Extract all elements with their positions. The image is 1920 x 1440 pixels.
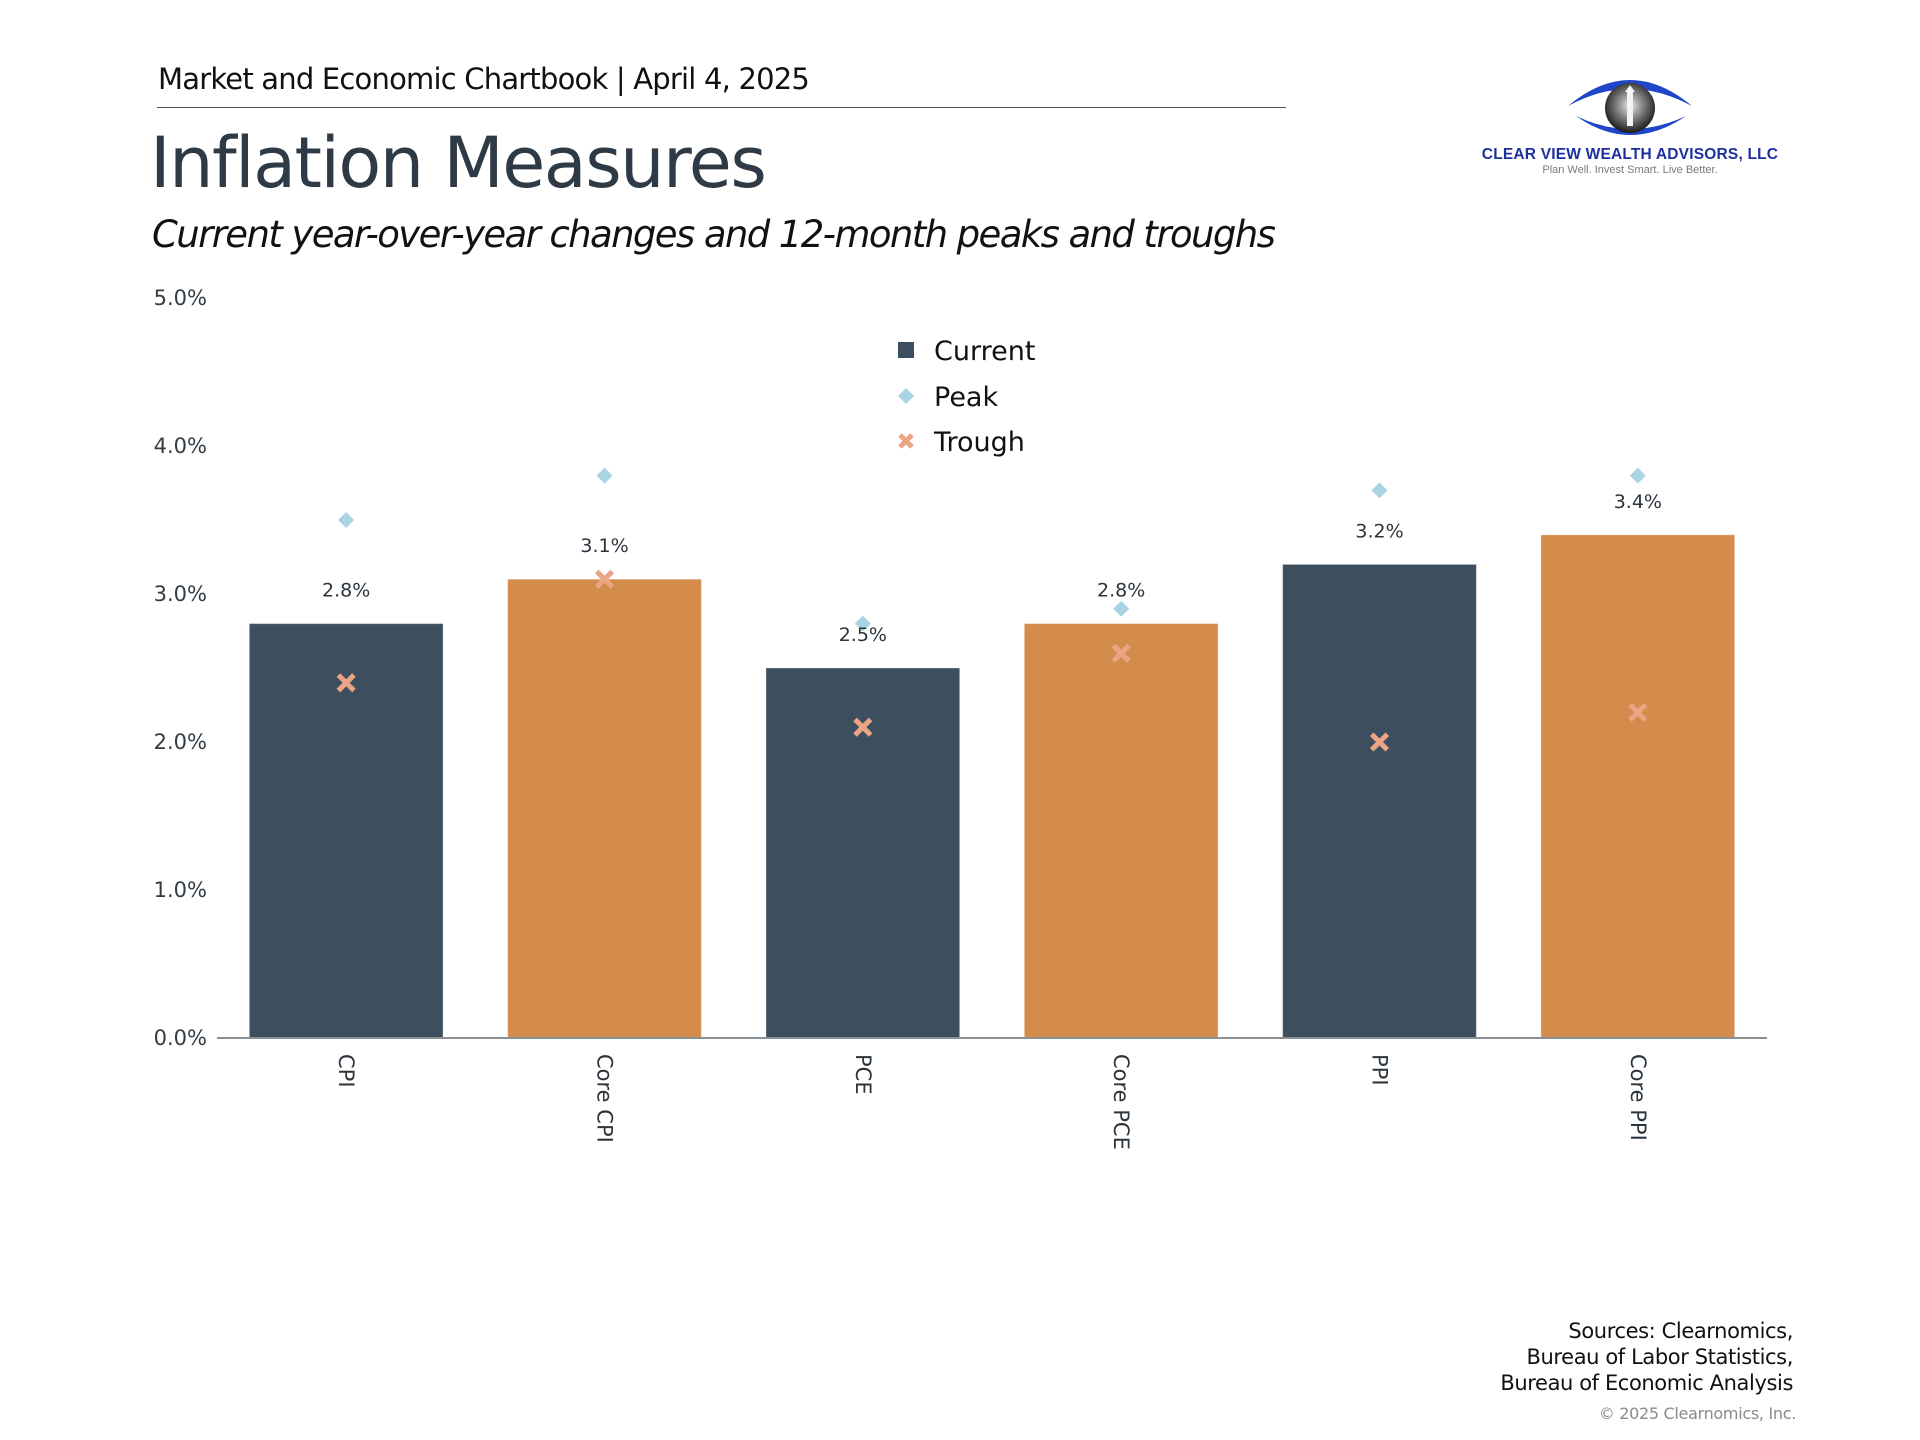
chartbook-header: Market and Economic Chartbook | April 4,…: [158, 62, 810, 96]
y-tick-label: 3.0%: [154, 582, 207, 606]
logo-company-name: CLEAR VIEW WEALTH ADVISORS, LLC: [1481, 146, 1779, 163]
peak-marker: [1629, 467, 1646, 484]
y-tick-label: 4.0%: [154, 434, 207, 458]
y-tick-label: 0.0%: [154, 1026, 207, 1050]
source-line: Sources: Clearnomics,: [1568, 1319, 1793, 1343]
trough-marker: [853, 717, 873, 737]
eye-lighthouse-icon: [1568, 80, 1692, 135]
trough-marker: [1369, 732, 1390, 752]
bar-data-label: 2.8%: [322, 580, 370, 602]
peak-marker: [1371, 482, 1388, 499]
bar-core-cpi: [507, 578, 702, 1039]
y-axis: 0.0% 1.0% 2.0% 3.0% 4.0% 5.0%: [154, 286, 207, 1050]
bar-cpi: [248, 623, 444, 1039]
legend-swatch-current: [898, 342, 914, 358]
legend-label: Peak: [934, 382, 998, 413]
source-line: Bureau of Economic Analysis: [1500, 1371, 1793, 1395]
markers: [336, 467, 1648, 752]
sources-note: Sources: Clearnomics, Bureau of Labor St…: [1500, 1318, 1793, 1396]
bar-data-label: 2.8%: [1097, 580, 1145, 602]
legend-swatch-trough: [898, 433, 914, 449]
header-divider: [157, 107, 1286, 108]
legend-label: Current: [934, 336, 1035, 367]
x-category-label: PCE: [851, 1054, 875, 1095]
y-tick-label: 2.0%: [154, 730, 207, 754]
x-category-label: PPI: [1368, 1054, 1392, 1086]
peak-marker: [854, 615, 871, 632]
bar-data-label: 3.4%: [1614, 491, 1662, 513]
bar-core-pce: [1023, 623, 1219, 1039]
legend: Current Peak Trough: [898, 336, 1035, 458]
peak-marker: [1113, 600, 1130, 617]
x-category-label: Core CPI: [593, 1054, 617, 1143]
x-category-label: Core PCE: [1109, 1054, 1133, 1150]
trough-marker: [1628, 702, 1648, 722]
peak-marker: [596, 467, 613, 484]
y-tick-label: 1.0%: [154, 878, 207, 902]
x-axis: CPI Core CPI PCE Core PCE PPI Core PPI: [334, 1054, 1650, 1150]
logo-tagline: Plan Well. Invest Smart. Live Better.: [1542, 164, 1718, 176]
copyright: © 2025 Clearnomics, Inc.: [1598, 1404, 1797, 1423]
page-title: Inflation Measures: [150, 122, 767, 204]
trough-marker: [1111, 643, 1131, 663]
trough-marker: [594, 569, 615, 589]
y-tick-label: 5.0%: [154, 286, 207, 310]
bars: [248, 534, 1736, 1039]
bar-pce: [765, 667, 961, 1039]
x-category-label: CPI: [334, 1054, 358, 1088]
bar-core-ppi: [1540, 534, 1736, 1039]
legend-swatch-peak: [898, 388, 914, 404]
bar-data-label: 3.2%: [1355, 520, 1403, 542]
source-line: Bureau of Labor Statistics,: [1526, 1345, 1793, 1369]
bar-data-label: 3.1%: [580, 535, 628, 557]
bar-ppi: [1282, 563, 1477, 1039]
legend-label: Trough: [933, 427, 1025, 458]
page-subtitle: Current year-over-year changes and 12-mo…: [152, 213, 1276, 256]
x-category-label: Core PPI: [1626, 1054, 1650, 1141]
bar-data-label: 2.5%: [839, 624, 887, 646]
trough-marker: [336, 673, 356, 693]
peak-marker: [338, 512, 355, 528]
data-labels: 2.8% 3.1% 2.5% 2.8% 3.2% 3.4%: [322, 491, 1662, 646]
company-logo: CLEAR VIEW WEALTH ADVISORS, LLC Plan Wel…: [1480, 72, 1780, 182]
